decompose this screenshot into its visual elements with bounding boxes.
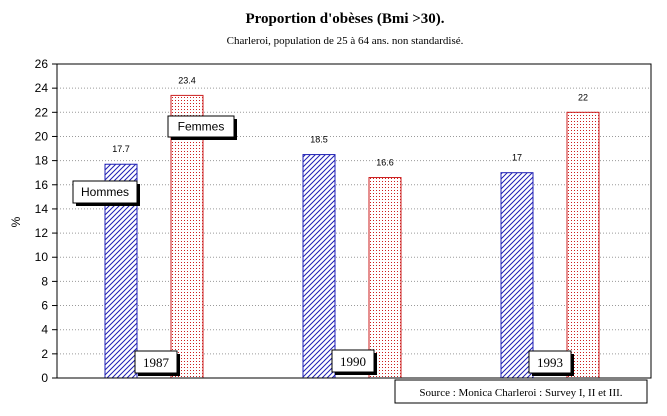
y-tick-label: 6 bbox=[41, 299, 48, 313]
legend: Hommes Femmes bbox=[72, 115, 237, 206]
y-tick-label: 16 bbox=[35, 178, 49, 192]
y-tick-label: 4 bbox=[41, 323, 48, 337]
legend-label: Hommes bbox=[81, 185, 129, 199]
category-label-1993: 1993 bbox=[528, 350, 574, 376]
y-tick-label: 18 bbox=[35, 154, 49, 168]
y-tick-label: 10 bbox=[35, 250, 49, 264]
source-note: Source : Monica Charleroi : Survey I, II… bbox=[394, 379, 648, 404]
plot-frame bbox=[56, 63, 652, 379]
bar-femmes-1990 bbox=[368, 177, 402, 379]
y-tick-label: 0 bbox=[41, 371, 48, 385]
y-tick-label: 20 bbox=[35, 129, 49, 143]
category-labels: 1987 1990 1993 bbox=[134, 349, 574, 376]
y-tick-label: 22 bbox=[35, 105, 49, 119]
category-text: 1993 bbox=[537, 355, 563, 370]
y-axis-label: % bbox=[9, 216, 23, 227]
y-tick-label: 2 bbox=[41, 347, 48, 361]
y-tick-label: 8 bbox=[41, 274, 48, 288]
data-label: 23.4 bbox=[178, 75, 196, 85]
category-box bbox=[331, 349, 375, 373]
data-label: 22 bbox=[578, 92, 588, 102]
y-tick-label: 24 bbox=[35, 81, 49, 95]
legend-item-hommes: Hommes bbox=[72, 180, 140, 206]
legend-box bbox=[72, 180, 138, 204]
category-label-1990: 1990 bbox=[331, 349, 377, 375]
legend-item-femmes: Femmes bbox=[167, 115, 237, 140]
data-label: 16.6 bbox=[376, 158, 394, 168]
source-text: Source : Monica Charleroi : Survey I, II… bbox=[419, 387, 622, 399]
y-tick-label: 26 bbox=[35, 57, 49, 71]
category-label-1987: 1987 bbox=[134, 350, 180, 376]
bar-femmes-1993 bbox=[566, 111, 600, 379]
category-box bbox=[528, 350, 572, 374]
chart-subtitle: Charleroi, population de 25 à 64 ans. no… bbox=[227, 35, 464, 47]
category-box bbox=[134, 350, 178, 374]
y-tick-label: 12 bbox=[35, 226, 49, 240]
legend-box bbox=[167, 115, 235, 138]
data-label: 17 bbox=[512, 153, 522, 163]
data-label: 18.5 bbox=[310, 135, 328, 145]
gridlines bbox=[57, 87, 651, 355]
category-text: 1987 bbox=[143, 355, 170, 370]
category-text: 1990 bbox=[340, 354, 366, 369]
legend-label: Femmes bbox=[178, 120, 225, 134]
source-box bbox=[394, 379, 648, 404]
bar-femmes-1987 bbox=[170, 94, 204, 379]
data-label: 17.7 bbox=[112, 144, 130, 154]
y-tick-label: 14 bbox=[35, 202, 49, 216]
chart-title: Proportion d'obèses (Bmi >30). bbox=[245, 11, 444, 27]
data-labels: 17.7 23.4 18.5 16.6 17 22 bbox=[112, 75, 588, 167]
bar-hommes-1990 bbox=[302, 154, 336, 379]
bar-hommes-1993 bbox=[500, 172, 534, 379]
